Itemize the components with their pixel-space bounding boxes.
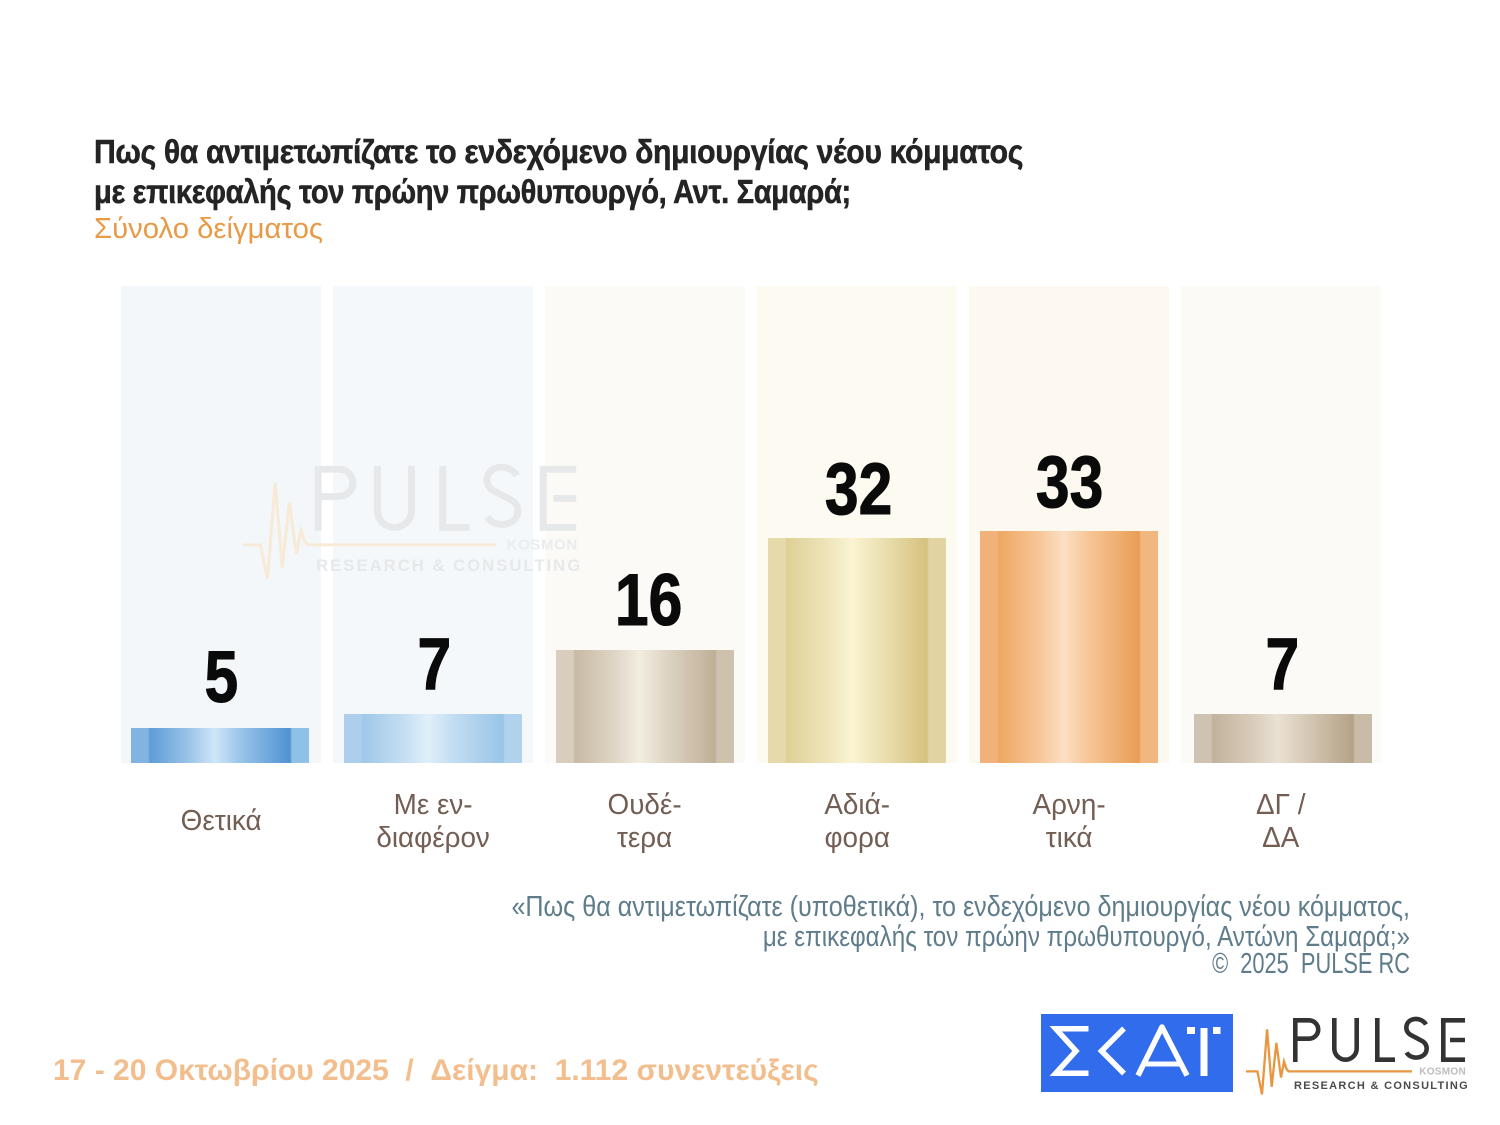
svg-text:RESEARCH & CONSULTING: RESEARCH & CONSULTING xyxy=(316,557,582,575)
svg-text:KOSMON: KOSMON xyxy=(507,537,578,554)
svg-text:RESEARCH & CONSULTING: RESEARCH & CONSULTING xyxy=(1294,1080,1469,1092)
svg-text:KOSMON: KOSMON xyxy=(1419,1067,1466,1078)
